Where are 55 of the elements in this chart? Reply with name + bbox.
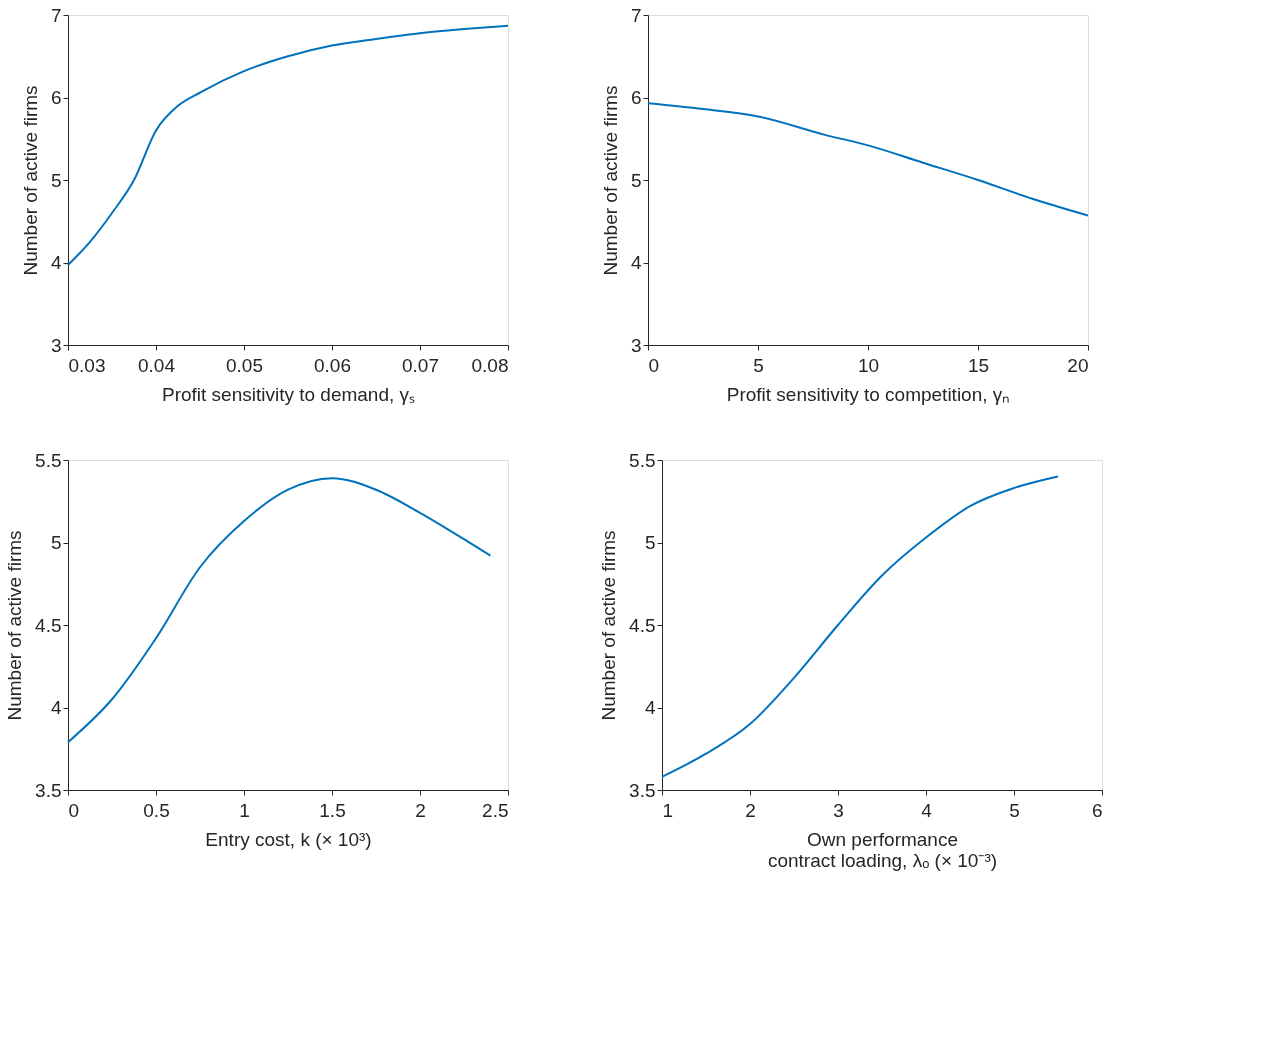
y-tick-label: 7 — [50, 4, 62, 26]
x-tick-label: 0 — [68, 799, 80, 821]
x-tick-label: 1.5 — [319, 799, 346, 821]
x-tick-label: 0.5 — [143, 799, 170, 821]
y-axis-title: Number of active firms — [598, 530, 620, 721]
y-tick-label: 4 — [50, 252, 62, 273]
y-tick-label: 5 — [644, 532, 656, 553]
y-tick-label: 4 — [630, 252, 642, 273]
y-tick-label: 3.5 — [629, 779, 656, 801]
x-tick-label: 3 — [833, 799, 844, 821]
x-tick-label: 2.5 — [482, 799, 509, 821]
y-tick-label: 5 — [50, 532, 62, 553]
x-axis-title: Profit sensitivity to demand, γₛ — [161, 383, 416, 405]
line-series — [661, 475, 1059, 778]
y-tick-label: 6 — [630, 87, 642, 108]
x-tick-label: 1 — [239, 799, 250, 821]
x-axis-title: Entry cost, k (× 10³) — [205, 828, 372, 850]
y-axis-title: Number of active firms — [599, 85, 621, 276]
y-axis-title: Number of active firms — [19, 85, 41, 276]
y-tick-label: 3 — [50, 334, 62, 356]
x-tick-label: 0.03 — [68, 354, 106, 376]
y-tick-label: 7 — [630, 4, 642, 26]
x-tick-label: 0.08 — [471, 354, 509, 376]
x-tick-label: 0.04 — [138, 354, 176, 376]
y-tick-label: 5 — [50, 169, 62, 191]
y-tick-label: 5.5 — [35, 449, 62, 471]
x-tick-label: 0.06 — [314, 354, 351, 376]
y-tick-label: 4 — [644, 697, 656, 718]
x-tick-label: 5 — [1009, 799, 1020, 821]
y-tick-label: 4 — [50, 697, 62, 718]
x-tick-label: 1 — [662, 799, 674, 821]
line-series — [67, 24, 509, 266]
x-tick-label: 4 — [921, 799, 933, 821]
line-series — [67, 477, 492, 744]
x-axis-title: Own performance contract loading, λₒ (× 10⁻³) — [767, 828, 998, 871]
x-tick-label: 0.05 — [226, 354, 263, 376]
x-tick-label: 5 — [753, 354, 764, 376]
x-tick-label: 15 — [967, 354, 990, 376]
x-tick-label: 6 — [1091, 799, 1103, 821]
x-tick-label: 20 — [1067, 354, 1089, 376]
x-tick-label: 2 — [745, 799, 756, 821]
x-tick-label: 2 — [415, 799, 426, 821]
y-tick-label: 5 — [630, 169, 642, 191]
y-tick-label: 3.5 — [35, 779, 62, 801]
x-tick-label: 0.07 — [402, 354, 439, 376]
y-axis-title: Number of active firms — [4, 530, 26, 721]
y-tick-label: 3 — [630, 334, 642, 356]
line-series — [647, 102, 1089, 217]
x-tick-label: 10 — [857, 354, 880, 376]
x-axis-title: Profit sensitivity to competition, γₙ — [726, 383, 1011, 405]
y-tick-label: 4.5 — [35, 614, 62, 636]
x-tick-label: 0 — [648, 354, 660, 376]
y-tick-label: 4.5 — [629, 614, 656, 636]
y-tick-label: 5.5 — [629, 449, 656, 471]
y-tick-label: 6 — [50, 87, 62, 108]
